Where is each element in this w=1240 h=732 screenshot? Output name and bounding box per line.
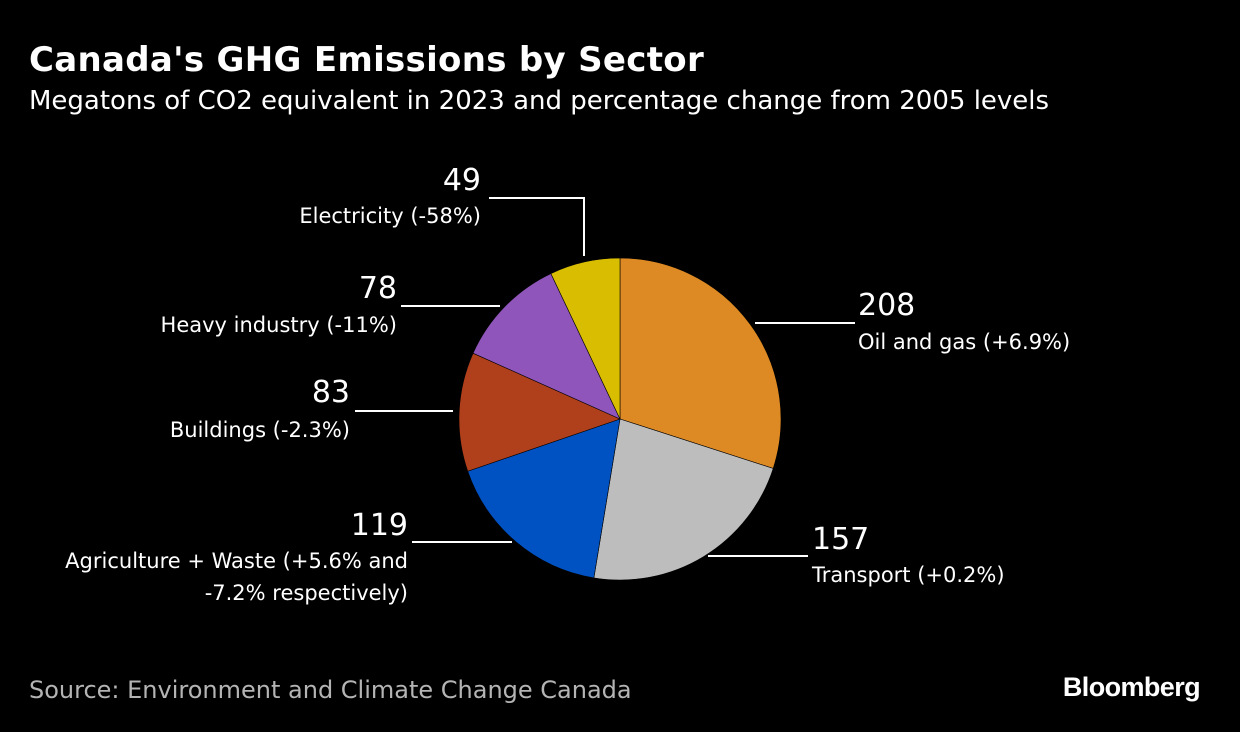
value-label-electricity: 49 [443, 163, 481, 198]
pie-slice-heavy-industry [472, 273, 621, 420]
category-label-agriculture-waste: Agriculture + Waste (+5.6% and [65, 549, 408, 573]
value-label-agriculture-waste: 119 [351, 508, 408, 543]
category-label-agriculture-waste: -7.2% respectively) [205, 581, 408, 605]
value-label-heavy-industry: 78 [359, 271, 397, 306]
category-label-buildings: Buildings (-2.3%) [170, 418, 350, 442]
category-label-transport: Transport (+0.2%) [811, 563, 1005, 587]
value-label-transport: 157 [812, 522, 869, 557]
value-label-buildings: 83 [312, 375, 350, 410]
pie-slice-agriculture-waste [467, 418, 621, 579]
source-note: Source: Environment and Climate Change C… [29, 676, 632, 704]
category-label-oil-and-gas: Oil and gas (+6.9%) [858, 330, 1070, 354]
value-label-oil-and-gas: 208 [858, 288, 915, 323]
leader-line-electricity [489, 197, 585, 256]
pie-slice-electricity [550, 257, 621, 420]
category-label-heavy-industry: Heavy industry (-11%) [161, 313, 397, 337]
bloomberg-logo: Bloomberg [1062, 672, 1201, 702]
chart-title: Canada's GHG Emissions by Sector [29, 40, 705, 80]
chart-subtitle: Megatons of CO2 equivalent in 2023 and p… [29, 86, 1050, 116]
pie-slice-buildings [458, 352, 621, 472]
pie-slice-oil-and-gas [619, 257, 782, 469]
pie-slice-transport [593, 418, 774, 581]
category-label-electricity: Electricity (-58%) [299, 204, 481, 228]
